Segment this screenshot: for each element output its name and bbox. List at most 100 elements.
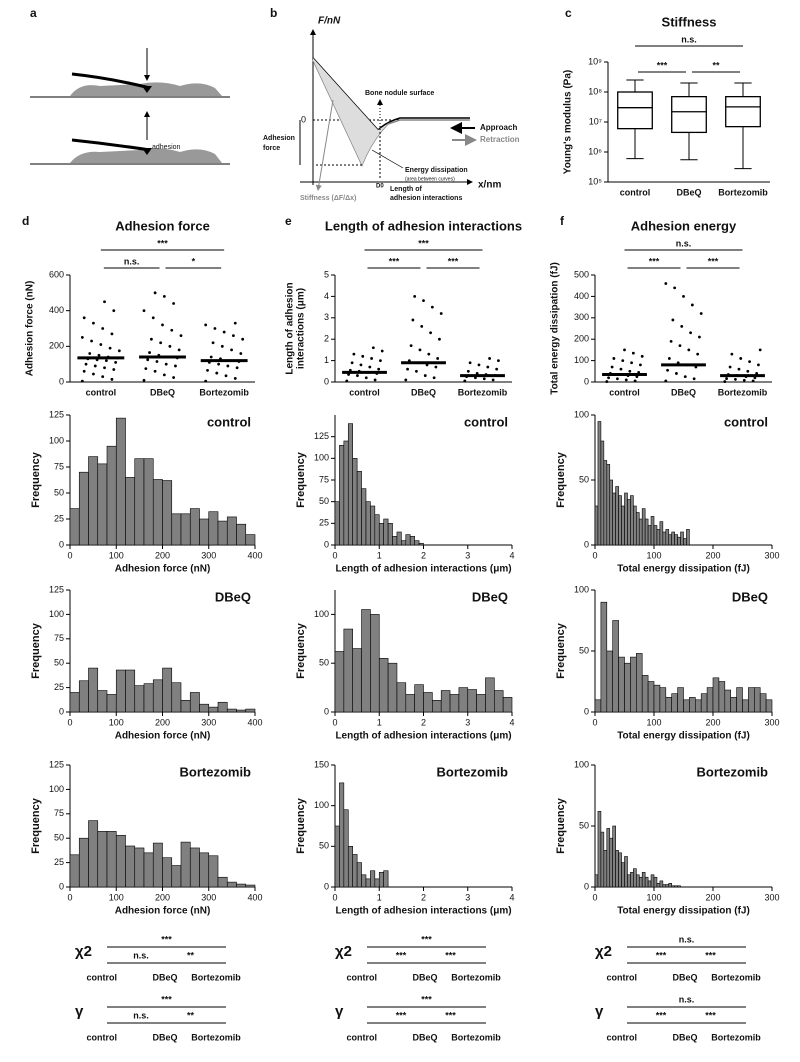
bar — [106, 694, 117, 713]
y-tick-label: 0 — [324, 376, 329, 386]
dot — [757, 363, 760, 367]
dot — [619, 367, 623, 371]
dot — [664, 379, 668, 383]
dot — [468, 361, 472, 365]
y-tick-label: 2 — [324, 334, 329, 344]
bar — [134, 685, 145, 713]
bar — [226, 881, 237, 888]
bar — [97, 831, 108, 888]
dot — [101, 375, 105, 379]
dot — [748, 360, 751, 364]
bar — [624, 662, 631, 713]
dot — [624, 378, 628, 382]
chart-title: Length of adhesion interactions — [325, 218, 522, 233]
dot — [101, 327, 105, 330]
dot — [352, 352, 356, 356]
dot — [610, 365, 614, 369]
bar — [199, 852, 210, 888]
dot — [159, 341, 163, 345]
y-tick-label: 400 — [49, 305, 64, 315]
bar — [665, 884, 670, 888]
significance-label: *** — [445, 950, 456, 960]
bar — [352, 648, 362, 713]
y-tick-label: 125 — [314, 431, 329, 441]
dot — [664, 282, 668, 285]
bar — [680, 531, 684, 546]
significance-label: *** — [157, 238, 168, 248]
bar — [370, 614, 380, 713]
dot — [99, 343, 103, 346]
bar — [378, 872, 384, 888]
bar — [162, 667, 173, 713]
x-axis-label: Length of adhesion interactions (μm) — [335, 564, 511, 575]
group-label: Bortezomib — [451, 1032, 501, 1042]
bar — [656, 883, 661, 888]
dot — [215, 371, 219, 375]
y-tick-label: 4 — [324, 291, 329, 301]
dot — [144, 367, 148, 371]
bar — [594, 874, 599, 888]
dot — [633, 379, 637, 383]
dot — [463, 379, 467, 383]
axis-label: x/nm — [478, 180, 501, 191]
box — [671, 95, 707, 134]
bar — [115, 417, 126, 546]
bar — [609, 479, 614, 546]
dot — [434, 365, 438, 369]
x-tick-label: control — [620, 187, 651, 197]
dot — [217, 362, 221, 366]
dot — [623, 348, 626, 352]
y-tick-label: 0 — [59, 376, 64, 386]
dot — [230, 348, 233, 352]
bar — [674, 885, 678, 888]
dot — [239, 352, 243, 355]
bar — [115, 834, 126, 888]
dot — [90, 339, 93, 343]
bar — [606, 464, 611, 546]
bar — [603, 460, 608, 546]
bar — [665, 697, 672, 713]
dot — [628, 369, 632, 373]
dot — [675, 372, 678, 375]
bar — [502, 697, 513, 713]
y-tick-label: 50 — [319, 496, 329, 506]
dot — [491, 378, 495, 382]
significance-label: *** — [657, 60, 668, 70]
bar — [343, 809, 349, 888]
dot — [409, 344, 413, 348]
x-tick-label: 2 — [421, 717, 426, 727]
bar — [671, 531, 675, 546]
bar — [683, 699, 690, 713]
significance-label: *** — [656, 950, 667, 960]
chart-title: control — [724, 414, 768, 429]
dot — [110, 332, 114, 336]
dot — [377, 367, 381, 371]
bar — [683, 538, 687, 546]
dot — [368, 365, 372, 369]
y-tick-label: 0 — [584, 706, 589, 716]
y-tick-label: 50 — [54, 487, 64, 497]
y-tick-label: 75 — [54, 808, 64, 818]
y-tick-label: 100 — [49, 435, 64, 445]
panel-label: a — [30, 6, 37, 20]
bar — [378, 523, 384, 546]
bar — [189, 508, 200, 546]
x-axis-label: Adhesion force (nN) — [115, 906, 211, 917]
axis-label: F/nN — [318, 16, 341, 27]
panel-label: e — [285, 214, 292, 228]
test-symbol: γ — [595, 1003, 604, 1020]
dot — [427, 352, 431, 356]
dot — [758, 348, 762, 352]
bar — [677, 536, 681, 546]
y-tick-label: 500 — [574, 269, 589, 279]
dot — [155, 360, 159, 363]
x-tick-label: 0 — [332, 892, 337, 902]
schematic-a: adhesion — [30, 48, 230, 165]
x-tick-label: 100 — [646, 550, 661, 560]
dot — [404, 378, 408, 382]
dot — [612, 357, 616, 360]
dot — [682, 295, 685, 298]
annotation: Length of — [390, 186, 423, 193]
dot — [222, 330, 226, 334]
bar — [180, 699, 191, 713]
